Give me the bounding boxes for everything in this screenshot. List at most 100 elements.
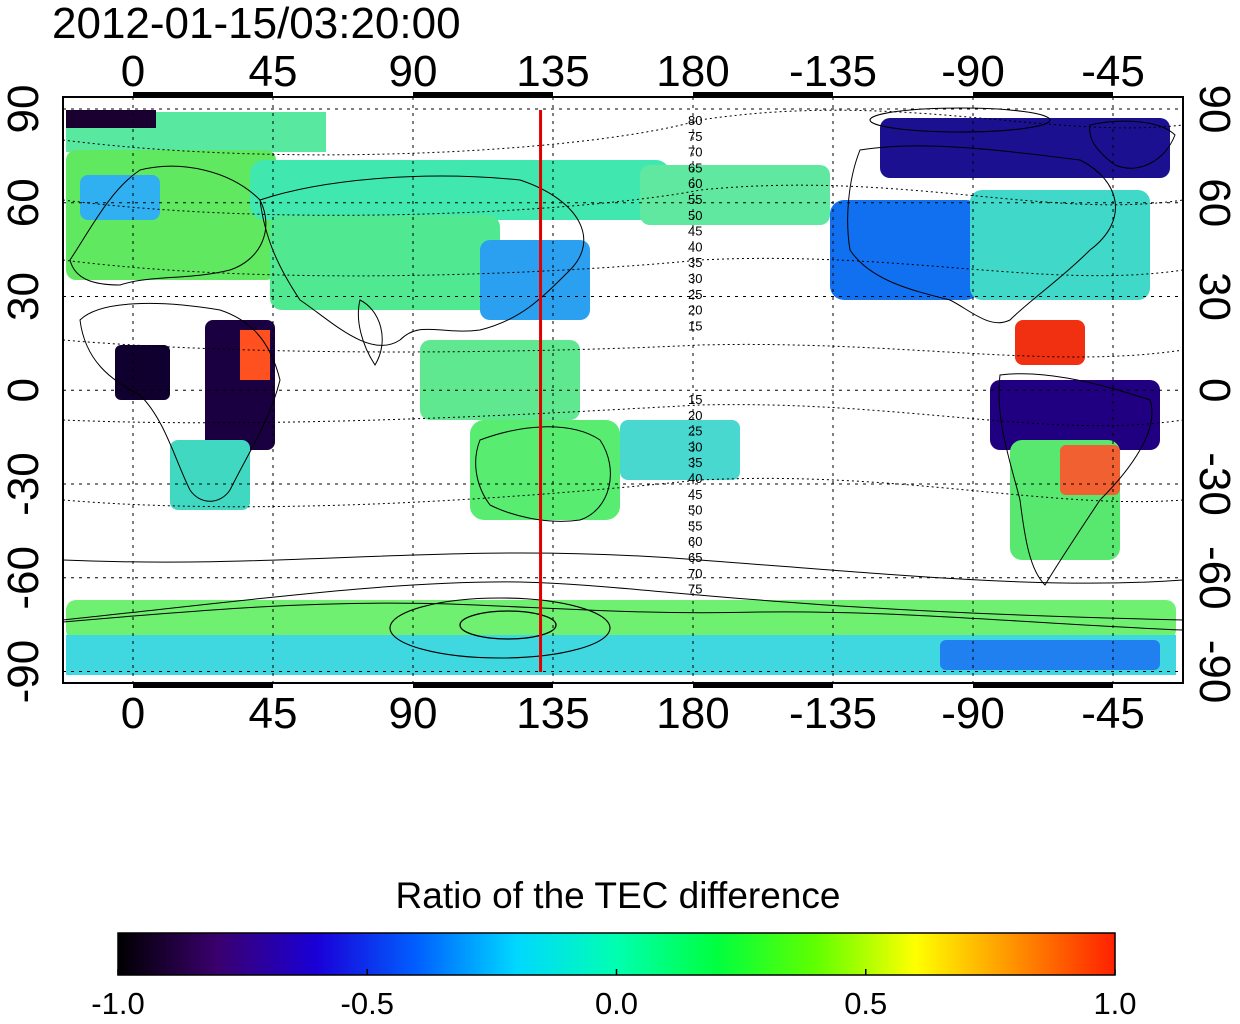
tec-patch-arctic-eurasia-dark (66, 110, 156, 128)
tec-patch-south-africa (170, 440, 250, 510)
coastline-greenland (1089, 120, 1176, 169)
dip-contour-line (63, 257, 1183, 277)
colorbar-tick-label: 1.0 (1093, 986, 1136, 1021)
bottom-lon-tick-label: -135 (789, 689, 877, 738)
tec-patch-east-asia (480, 240, 590, 320)
coastline-antarctica (63, 602, 1183, 631)
frame-tick-bottom (133, 683, 273, 688)
right-lat-tick-label: 30 (1190, 272, 1239, 321)
top-lon-tick-label: 135 (516, 47, 589, 96)
dip-label-north: 70 (688, 145, 702, 160)
dip-label-north: 25 (688, 287, 702, 302)
tec-patch-pacific (620, 420, 740, 480)
right-lat-tick-label: -60 (1190, 546, 1239, 610)
dip-pole-contour (459, 610, 557, 640)
frame-tick-bottom (413, 683, 553, 688)
tec-patch-south-america-warm (1060, 445, 1120, 495)
dip-contour-line (63, 581, 1183, 621)
tec-patch-central-america (1015, 320, 1085, 365)
dip-contour-line (63, 404, 1183, 427)
map-panel: 8075706560555045403530252015152025303540… (62, 92, 1184, 688)
dip-label-north: 45 (688, 224, 702, 239)
left-latitude-axis: 90 60 30 0 -30 -60 -90 (0, 85, 48, 704)
frame-tick-top (973, 92, 1113, 97)
dip-pole-contour (389, 597, 611, 659)
dip-label-south: 75 (688, 582, 702, 597)
right-lat-tick-label: 60 (1190, 178, 1239, 227)
right-latitude-axis: 90 60 30 0 -30 -60 -90 (1190, 85, 1239, 704)
dip-label-south: 65 (688, 550, 702, 565)
dip-contours (63, 107, 1183, 659)
top-lon-tick-label: 90 (389, 47, 438, 96)
bottom-lon-tick-label: 180 (656, 689, 729, 738)
tec-patch-europe-blue (80, 175, 160, 220)
dip-label-north: 75 (688, 129, 702, 144)
dip-label-north: 20 (688, 303, 702, 318)
bottom-lon-tick-label: 90 (389, 689, 438, 738)
left-lat-tick-label: -30 (0, 452, 48, 516)
left-lat-tick-label: 30 (0, 272, 48, 321)
left-lat-tick-label: 60 (0, 178, 48, 227)
tec-data-layer (66, 110, 1176, 675)
dip-label-north: 40 (688, 239, 702, 254)
colorbar-gradient (117, 932, 1116, 976)
dip-label-south: 40 (688, 471, 702, 486)
left-lat-tick-label: 0 (0, 378, 48, 402)
coastline-europe (69, 165, 267, 286)
top-lon-tick-label: -90 (941, 47, 1005, 96)
colorbar-tick-label: 0.5 (844, 986, 887, 1021)
tec-patch-siberia (250, 160, 670, 220)
dip-contour-labels: 8075706560555045403530252015152025303540… (688, 113, 702, 597)
top-lon-tick-label: -45 (1081, 47, 1145, 96)
figure-title: 2012-01-15/03:20:00 (52, 0, 461, 48)
dip-label-south: 35 (688, 455, 702, 470)
coastline-africa (79, 302, 281, 502)
tec-patch-canada (880, 118, 1170, 178)
top-lon-tick-label: 45 (249, 47, 298, 96)
coastline-south-america (998, 373, 1153, 586)
frame-tick-bottom (973, 683, 1113, 688)
right-lat-tick-label: 0 (1190, 378, 1239, 402)
dip-label-south: 60 (688, 534, 702, 549)
top-longitude-axis: 0 45 90 135 180 -135 -90 -45 (121, 47, 1145, 96)
coastline-asia (259, 175, 585, 346)
dip-label-south: 45 (688, 487, 702, 502)
tec-patch-central-asia (270, 215, 500, 310)
tec-patch-eastern-na (970, 190, 1150, 300)
tec-patch-southern-ocean (66, 600, 1176, 640)
dip-contour-line (63, 477, 1183, 508)
left-lat-tick-label: 90 (0, 85, 48, 134)
dip-contour-line (63, 552, 1183, 584)
coastline-north-america (847, 145, 1116, 324)
dip-label-south: 50 (688, 503, 702, 518)
dip-contour-line (63, 339, 1183, 358)
dip-label-north: 60 (688, 176, 702, 191)
tec-patch-antarctica-blue (940, 640, 1160, 670)
right-lat-tick-label: 90 (1190, 85, 1239, 134)
dip-contour-line (63, 109, 1183, 156)
colorbar-ticks: -1.0 -0.5 0.0 0.5 1.0 (91, 969, 1137, 1021)
frame-tick-bottom (693, 683, 833, 688)
frame-tick-top (133, 92, 273, 97)
top-lon-tick-label: 0 (121, 47, 145, 96)
coastline-india (357, 299, 383, 366)
bottom-lon-tick-label: 45 (249, 689, 298, 738)
dip-pole-contour-north (869, 107, 1051, 133)
bottom-lon-tick-label: 135 (516, 689, 589, 738)
dip-label-north: 80 (688, 113, 702, 128)
bottom-lon-tick-label: 0 (121, 689, 145, 738)
bottom-longitude-axis: 0 45 90 135 180 -135 -90 -45 (121, 689, 1145, 738)
dip-label-north: 30 (688, 271, 702, 286)
top-lon-tick-label: -135 (789, 47, 877, 96)
tec-patch-africa-west (115, 345, 170, 400)
map-frame-ticks (133, 92, 1113, 688)
dip-label-north: 15 (688, 318, 702, 333)
dip-label-north: 35 (688, 255, 702, 270)
colorbar-tick-label: -1.0 (91, 986, 144, 1021)
map-frame (62, 96, 1184, 684)
dip-label-north: 50 (688, 208, 702, 223)
bottom-lon-tick-label: -90 (941, 689, 1005, 738)
dip-label-north: 65 (688, 160, 702, 175)
left-lat-tick-label: -60 (0, 546, 48, 610)
